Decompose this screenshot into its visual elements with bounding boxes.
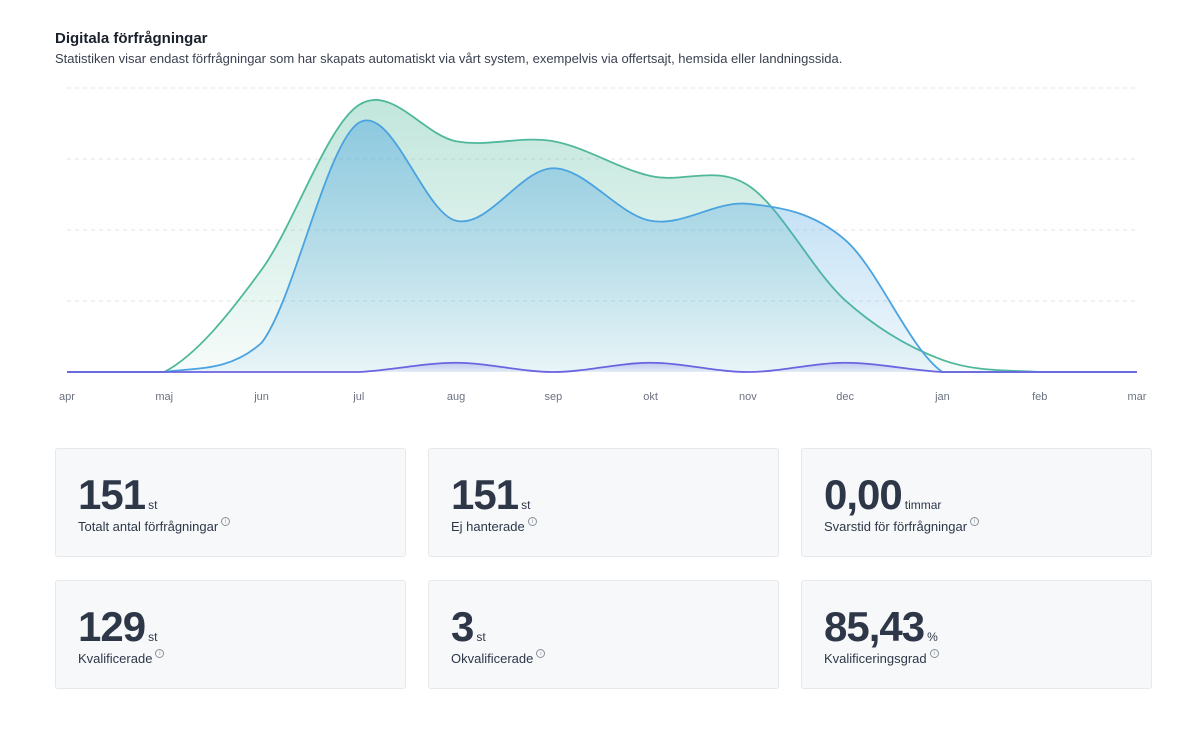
series-line-1 [67,119,1137,373]
stat-unit: st [521,498,531,512]
info-icon[interactable]: i [970,517,980,526]
x-tick-label: feb [1032,391,1047,403]
stat-label-text: Ej hanterade [451,519,525,534]
x-tick-label: dec [836,391,854,403]
stat-label-text: Kvalificeringsgrad [824,651,927,666]
x-tick-label: sep [544,391,562,403]
stat-unit: st [476,630,486,644]
x-tick-label: jan [934,391,950,403]
x-tick-label: maj [155,391,173,403]
x-tick-label: apr [59,391,75,403]
x-tick-label: jun [253,391,269,403]
stat-label: Kvalificeringsgrad i [824,649,939,666]
x-tick-label: okt [643,391,658,403]
stat-label: Svarstid för förfrågningar i [824,517,980,534]
info-icon[interactable]: i [221,517,231,526]
stat-value: 85,43% [824,603,938,651]
stat-number: 3 [451,603,474,650]
stat-card: 85,43% Kvalificeringsgrad i [801,580,1152,689]
info-icon[interactable]: i [929,649,939,658]
stat-label: Ej hanterade i [451,517,537,534]
x-tick-label: nov [739,391,757,403]
series-line-0 [67,98,1137,373]
info-icon[interactable]: i [527,517,537,526]
stat-label-text: Kvalificerade [78,651,153,666]
stat-unit: timmar [904,498,942,512]
requests-chart: apr maj jun jul aug sep okt nov dec jan feb mar [59,87,1147,403]
stat-unit: % [927,630,938,644]
stat-card: 0,00 timmar Svarstid för förfrågningar i [801,448,1152,557]
stat-label: Kvalificerade i [78,649,165,666]
x-tick-label: mar [1128,391,1147,403]
stat-number: 151 [78,471,146,518]
series-area-1 [67,120,1137,373]
stat-label-text: Okvalificerade [451,651,534,666]
stat-value: 0,00 timmar [824,471,941,519]
stat-number: 151 [451,471,519,518]
x-tick-label: jul [352,391,364,403]
stat-number: 129 [78,603,146,650]
info-icon[interactable]: i [155,649,165,658]
series-line-2 [67,361,1137,373]
stat-label-text: Totalt antal förfrågningar [78,519,219,534]
page-title: Digitala förfrågningar [55,30,208,47]
stat-number: 85,43 [824,603,925,650]
stat-unit: st [148,498,158,512]
stat-number: 0,00 [824,471,903,518]
page-subtitle: Statistiken visar endast förfrågningar s… [55,51,843,66]
stat-label-text: Svarstid för förfrågningar [824,519,968,534]
stat-label: Okvalificerade i [451,649,546,666]
info-icon[interactable]: i [536,649,546,658]
x-tick-label: aug [447,391,465,403]
stat-label: Totalt antal förfrågningar i [78,517,231,534]
stat-unit: st [148,630,158,644]
